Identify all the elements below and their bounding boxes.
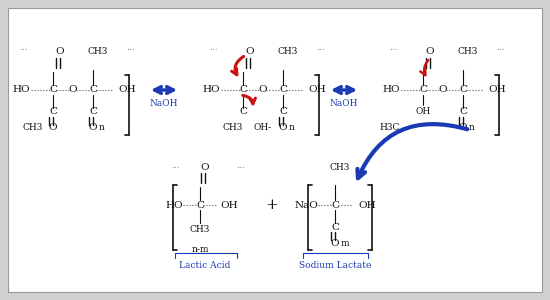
Text: O: O xyxy=(89,124,97,133)
Text: ...: ... xyxy=(19,44,28,52)
Text: O: O xyxy=(426,47,434,56)
FancyBboxPatch shape xyxy=(8,8,542,292)
Text: C: C xyxy=(89,85,97,94)
Text: H3C: H3C xyxy=(379,124,400,133)
Text: C: C xyxy=(89,107,97,116)
Text: C: C xyxy=(239,107,247,116)
Text: ...: ... xyxy=(170,160,179,169)
Text: OH: OH xyxy=(308,85,326,94)
Text: n: n xyxy=(289,124,295,133)
Text: m: m xyxy=(340,238,349,247)
Text: C: C xyxy=(279,107,287,116)
Text: HO: HO xyxy=(202,85,220,94)
Text: CH3: CH3 xyxy=(23,124,43,133)
Text: ...: ... xyxy=(126,44,134,52)
Text: O: O xyxy=(246,47,254,56)
Text: O: O xyxy=(459,124,468,133)
Text: C: C xyxy=(49,85,57,94)
Text: CH3: CH3 xyxy=(190,226,210,235)
Text: O: O xyxy=(258,85,267,94)
Text: CH3: CH3 xyxy=(88,47,108,56)
Text: CH3: CH3 xyxy=(458,47,478,56)
Text: C: C xyxy=(49,107,57,116)
Text: O: O xyxy=(56,47,64,56)
Text: ...: ... xyxy=(496,44,504,52)
Text: NaOH: NaOH xyxy=(330,100,358,109)
Text: n: n xyxy=(99,124,105,133)
Text: ...: ... xyxy=(316,44,324,52)
Text: OH: OH xyxy=(358,200,376,209)
Text: C: C xyxy=(196,200,204,209)
Text: O: O xyxy=(331,238,339,247)
Text: OH: OH xyxy=(488,85,505,94)
Text: n-m: n-m xyxy=(191,245,209,254)
Text: NaOH: NaOH xyxy=(150,100,178,109)
Text: C: C xyxy=(331,223,339,232)
Text: C: C xyxy=(459,107,467,116)
Text: O: O xyxy=(439,85,447,94)
Text: C: C xyxy=(279,85,287,94)
Text: C: C xyxy=(459,85,467,94)
Text: C: C xyxy=(331,200,339,209)
Text: HO: HO xyxy=(12,85,30,94)
Text: O: O xyxy=(49,124,57,133)
Text: +: + xyxy=(266,198,278,212)
Text: ...: ... xyxy=(236,160,244,169)
Text: C: C xyxy=(419,85,427,94)
Text: CH3: CH3 xyxy=(278,47,298,56)
Text: HO: HO xyxy=(166,200,183,209)
Text: ...: ... xyxy=(389,44,397,52)
Text: CH3: CH3 xyxy=(330,163,350,172)
Text: O: O xyxy=(69,85,78,94)
Text: O: O xyxy=(279,124,287,133)
Text: O: O xyxy=(201,163,210,172)
Text: Sodium Lactate: Sodium Lactate xyxy=(299,260,371,269)
Text: NaO: NaO xyxy=(294,200,318,209)
Text: HO: HO xyxy=(382,85,400,94)
Text: OH-: OH- xyxy=(254,124,272,133)
Text: C: C xyxy=(239,85,247,94)
Text: n: n xyxy=(469,124,475,133)
Text: OH: OH xyxy=(415,107,431,116)
Text: OH: OH xyxy=(118,85,136,94)
Text: ...: ... xyxy=(208,44,217,52)
Text: CH3: CH3 xyxy=(223,124,243,133)
Text: Lactic Acid: Lactic Acid xyxy=(179,260,230,269)
Text: OH: OH xyxy=(220,200,238,209)
